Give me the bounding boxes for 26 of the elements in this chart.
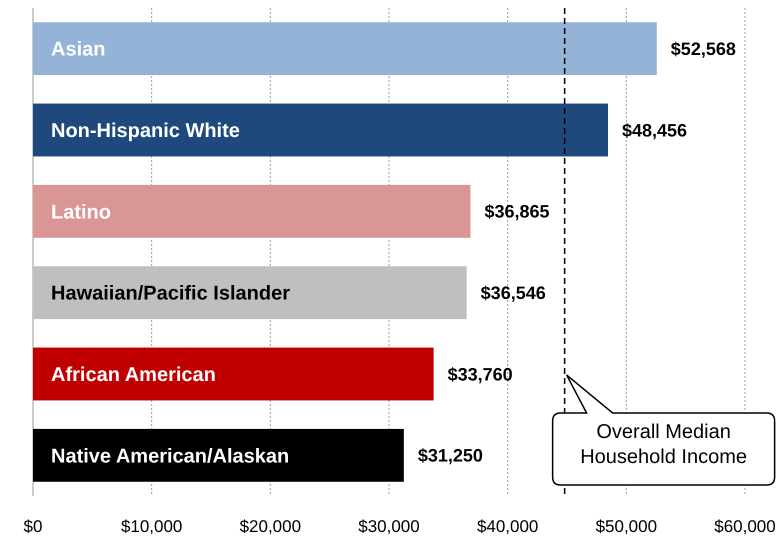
y-tick-label: African American xyxy=(51,364,216,386)
y-tick-label: Asian xyxy=(51,38,106,61)
data-label: $36,865 xyxy=(484,202,550,222)
ref-line-label: Overall Median Household Income xyxy=(580,421,748,468)
bar xyxy=(33,184,470,238)
data-label: $48,456 xyxy=(622,120,688,140)
x-tick-label: $0 xyxy=(24,517,42,536)
x-tick-label: $60,000 xyxy=(714,517,776,536)
y-tick-label: Latino xyxy=(51,201,111,224)
bar xyxy=(33,266,467,320)
bar xyxy=(33,428,404,482)
bar xyxy=(33,22,657,76)
x-tick-label: $30,000 xyxy=(358,517,420,536)
data-label: $31,250 xyxy=(418,446,483,466)
x-tick-label: $10,000 xyxy=(120,517,182,536)
y-tick-label: Non-Hispanic White xyxy=(51,120,240,142)
data-label: $52,568 xyxy=(670,38,736,59)
data-label: $33,760 xyxy=(448,364,513,384)
x-tick-label: $50,000 xyxy=(596,517,658,536)
y-tick-label: Hawaiian/Pacific Islander xyxy=(51,282,290,305)
x-tick-label: $20,000 xyxy=(240,517,302,536)
data-label: $36,546 xyxy=(480,282,546,303)
bar xyxy=(33,348,434,400)
x-tick-label: $40,000 xyxy=(476,517,538,536)
y-tick-label: Native American/Alaskan xyxy=(51,445,290,468)
bar xyxy=(33,104,608,156)
